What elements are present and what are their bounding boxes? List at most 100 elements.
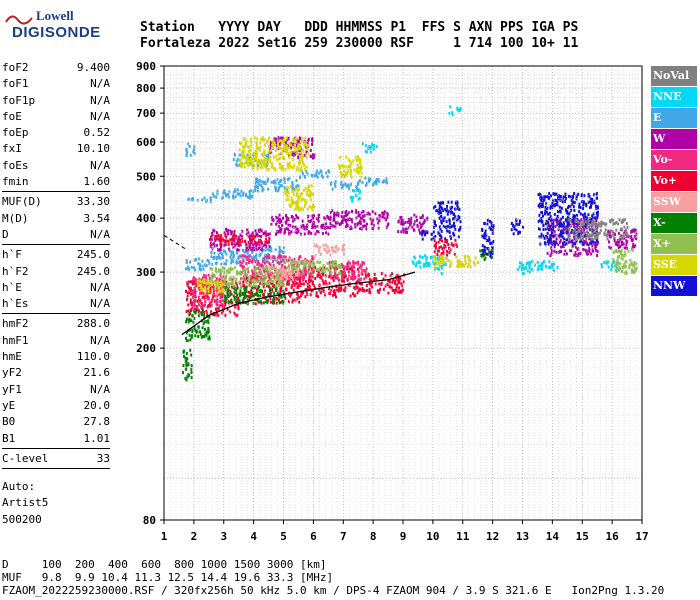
param-value: 33.30 — [76, 195, 110, 209]
echo-point — [268, 256, 271, 260]
echo-point — [549, 206, 552, 210]
echo-point — [213, 275, 216, 279]
echo-point — [433, 222, 436, 226]
echo-point — [290, 150, 293, 154]
echo-point — [223, 243, 226, 247]
echo-point — [344, 271, 346, 275]
param-row: foEs N/A — [2, 158, 110, 174]
echo-point — [278, 147, 281, 151]
echo-point — [297, 230, 300, 234]
echo-point — [213, 251, 216, 255]
echo-point — [241, 229, 244, 233]
echo-point — [389, 274, 392, 278]
echo-point — [554, 198, 557, 202]
legend-item-x-: X- — [651, 213, 697, 233]
echo-point — [594, 234, 597, 238]
echo-point — [294, 273, 297, 277]
echo-point — [351, 271, 354, 274]
echo-point — [382, 179, 385, 183]
echo-point — [244, 272, 247, 276]
echo-point — [334, 260, 337, 263]
echo-point — [412, 262, 415, 266]
echo-point — [185, 289, 187, 293]
echo-point — [612, 233, 615, 237]
echo-point — [185, 310, 188, 314]
param-name: foF1p — [2, 93, 36, 107]
echo-point — [281, 270, 284, 274]
echo-point — [293, 201, 296, 205]
echo-point — [568, 232, 571, 236]
echo-point — [433, 255, 436, 259]
echo-point — [257, 293, 260, 297]
echo-point — [533, 263, 536, 267]
echo-point — [247, 163, 250, 167]
echo-point — [430, 232, 433, 236]
echo-point — [279, 139, 282, 142]
echo-point — [615, 264, 617, 267]
echo-point — [278, 142, 281, 146]
echo-point — [397, 277, 400, 281]
echo-point — [293, 164, 296, 168]
echo-point — [214, 237, 216, 241]
echo-point — [597, 241, 599, 245]
echo-point — [289, 152, 292, 156]
param-name: MUF(D) — [2, 195, 42, 209]
echo-point — [486, 246, 489, 250]
echo-point — [255, 146, 258, 149]
echo-point — [278, 279, 281, 283]
echo-point — [215, 303, 218, 306]
echo-point — [268, 248, 271, 252]
echo-point — [304, 271, 307, 274]
echo-point — [265, 296, 268, 300]
echo-point — [540, 203, 543, 206]
echo-point — [310, 270, 313, 274]
echo-point — [383, 212, 386, 216]
y-tick-label: 200 — [136, 342, 156, 355]
echo-point — [413, 213, 416, 217]
echo-point — [363, 214, 366, 217]
echo-point — [275, 287, 278, 291]
echo-point — [246, 281, 248, 285]
echo-point — [299, 161, 302, 165]
echo-point — [420, 223, 423, 227]
echo-point — [275, 222, 278, 226]
echo-point — [186, 317, 189, 321]
param-row: h`Es N/A — [2, 296, 110, 312]
echo-point — [207, 337, 210, 341]
echo-point — [299, 280, 301, 284]
echo-point — [604, 228, 607, 232]
echo-point — [585, 204, 588, 208]
echo-point — [307, 139, 310, 143]
header-values: Fortaleza 2022 Set16 259 230000 RSF 1 71… — [140, 36, 579, 51]
echo-point — [564, 199, 566, 203]
echo-point — [491, 228, 494, 232]
echo-point — [366, 289, 368, 292]
echo-point — [565, 238, 568, 242]
echo-point — [436, 209, 439, 213]
echo-point — [540, 262, 543, 266]
echo-point — [327, 169, 330, 173]
echo-point — [210, 291, 213, 295]
echo-point — [324, 274, 327, 278]
echo-point — [558, 224, 561, 228]
echo-point — [328, 287, 331, 291]
echo-point — [253, 151, 256, 155]
echo-point — [545, 195, 548, 199]
echo-point — [293, 149, 296, 153]
echo-point — [555, 250, 558, 254]
echo-point — [460, 263, 463, 267]
echo-point — [225, 274, 228, 278]
echo-point — [280, 178, 283, 182]
echo-point — [198, 268, 201, 271]
echo-point — [350, 266, 353, 270]
echo-point — [230, 301, 233, 305]
echo-point — [371, 142, 374, 146]
echo-point — [216, 282, 219, 286]
echo-point — [263, 161, 266, 164]
echo-point — [275, 284, 278, 288]
echo-point — [245, 262, 248, 266]
echo-point — [311, 275, 314, 279]
echo-point — [189, 328, 191, 332]
echo-point — [363, 277, 366, 281]
echo-point — [228, 247, 231, 251]
